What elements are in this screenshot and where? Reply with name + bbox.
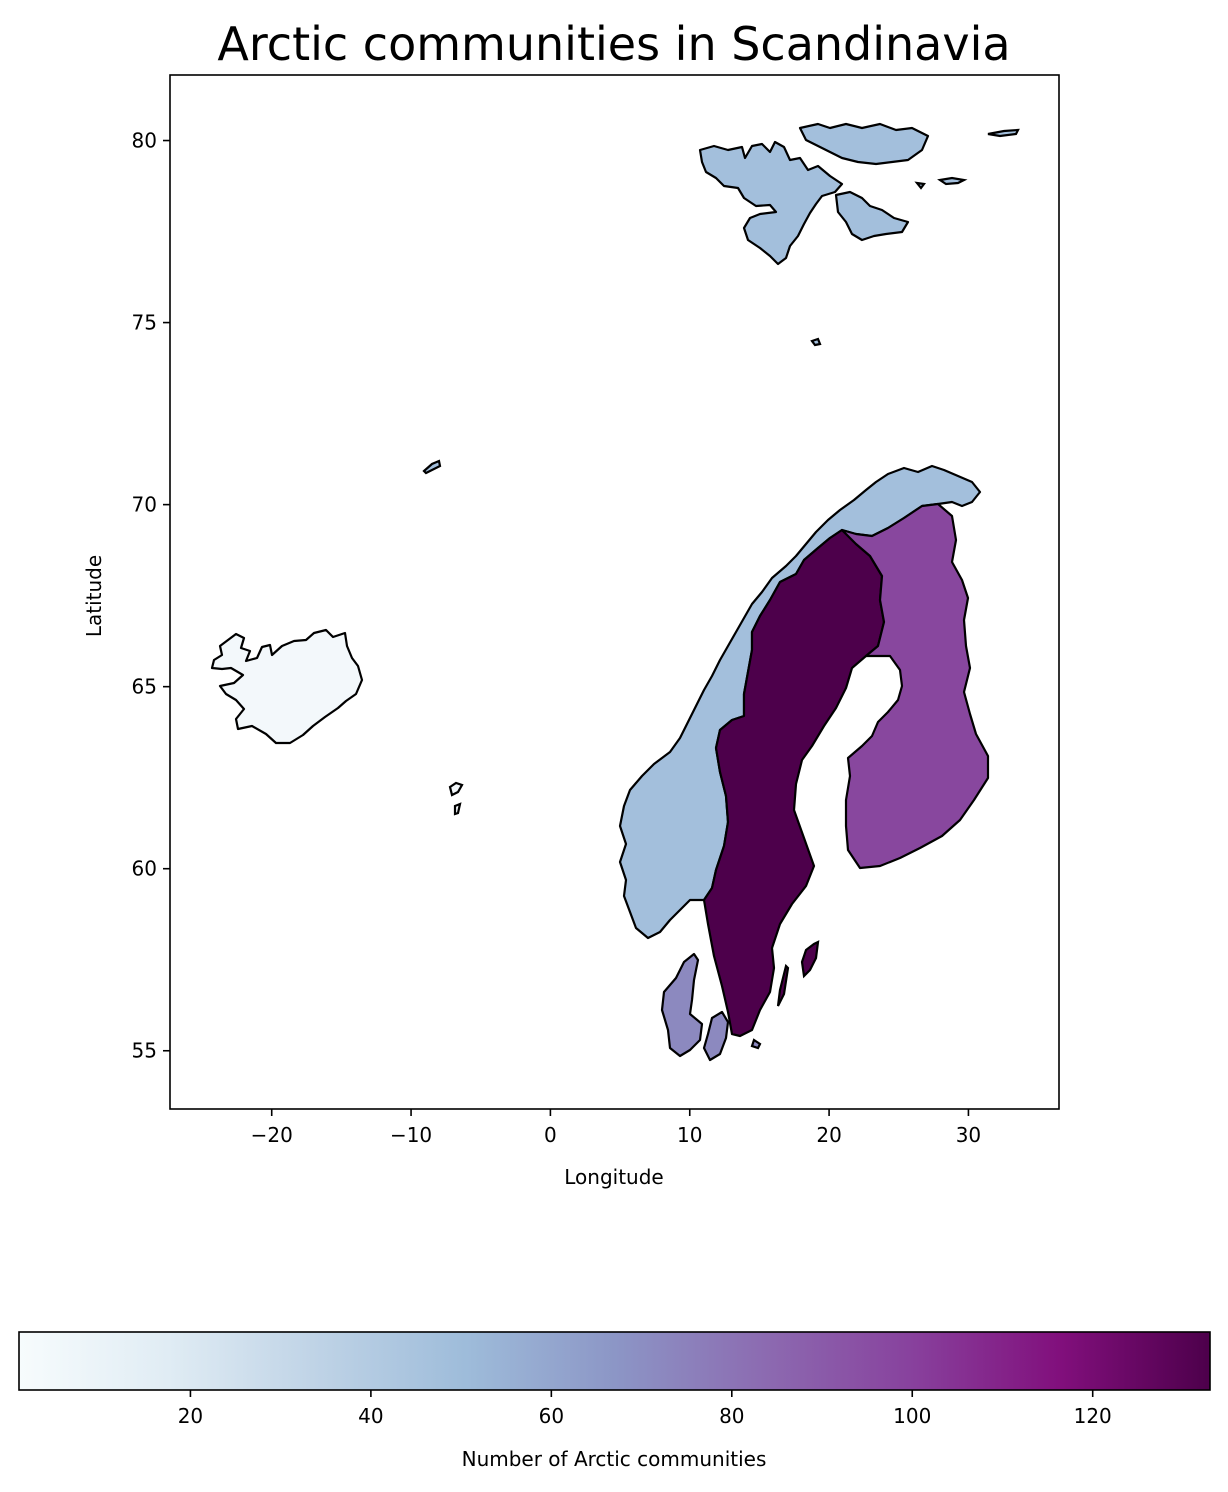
- region-bjornoya[interactable]: [810, 337, 822, 347]
- colorbar-tick-label: 100: [893, 1404, 931, 1428]
- region-kong-karls-land[interactable]: [937, 176, 968, 186]
- x-tick-label: −10: [390, 1123, 432, 1147]
- x-axis-label: Longitude: [564, 1165, 663, 1189]
- colorbar-tick-label: 20: [178, 1404, 203, 1428]
- region-faroe-2[interactable]: [453, 802, 462, 816]
- region-fragment-ne[interactable]: [987, 128, 1020, 138]
- y-axis: 55 60 65 70 75 80: [132, 129, 170, 1063]
- x-tick-label: 10: [677, 1123, 702, 1147]
- chart-title: Arctic communities in Scandinavia: [217, 17, 1010, 71]
- region-svalbard[interactable]: [698, 140, 844, 266]
- map-frame: [169, 74, 1060, 1110]
- colorbar-axis: 20 40 60 80 100 120: [178, 1390, 1112, 1428]
- region-oland[interactable]: [776, 963, 790, 1007]
- region-gotland[interactable]: [800, 940, 820, 979]
- region-denmark[interactable]: [660, 952, 704, 1058]
- colorbar-tick-label: 80: [719, 1404, 744, 1428]
- region-finland[interactable]: [840, 502, 990, 870]
- y-tick-label: 75: [132, 311, 157, 335]
- colorbar-tick-label: 60: [539, 1404, 564, 1428]
- map-regions: [210, 122, 1020, 1062]
- y-tick-label: 80: [132, 129, 157, 153]
- y-tick-label: 55: [132, 1039, 157, 1063]
- x-tick-label: 30: [956, 1123, 981, 1147]
- region-edgeoya[interactable]: [834, 190, 910, 242]
- region-iceland[interactable]: [210, 628, 364, 745]
- x-axis: −20 −10 0 10 20 30: [251, 1109, 981, 1147]
- colorbar-label: Number of Arctic communities: [462, 1447, 767, 1471]
- colorbar-tick-label: 40: [358, 1404, 383, 1428]
- y-axis-label: Latitude: [82, 555, 106, 637]
- colorbar-frame: [18, 1331, 1211, 1391]
- y-tick-label: 65: [132, 675, 157, 699]
- region-jan-mayen[interactable]: [422, 459, 442, 475]
- region-faroe[interactable]: [448, 781, 464, 797]
- y-tick-label: 70: [132, 493, 157, 517]
- region-nordaustlandet[interactable]: [798, 122, 930, 166]
- region-denmark-zealand[interactable]: [702, 1010, 730, 1062]
- region-small-island[interactable]: [914, 181, 926, 190]
- x-tick-label: 0: [544, 1123, 557, 1147]
- y-tick-label: 60: [132, 857, 157, 881]
- region-denmark-bornholm[interactable]: [750, 1038, 762, 1050]
- colorbar-tick-label: 120: [1074, 1404, 1112, 1428]
- x-tick-label: 20: [816, 1123, 841, 1147]
- x-tick-label: −20: [251, 1123, 293, 1147]
- colorbar-gradient: [19, 1332, 1210, 1390]
